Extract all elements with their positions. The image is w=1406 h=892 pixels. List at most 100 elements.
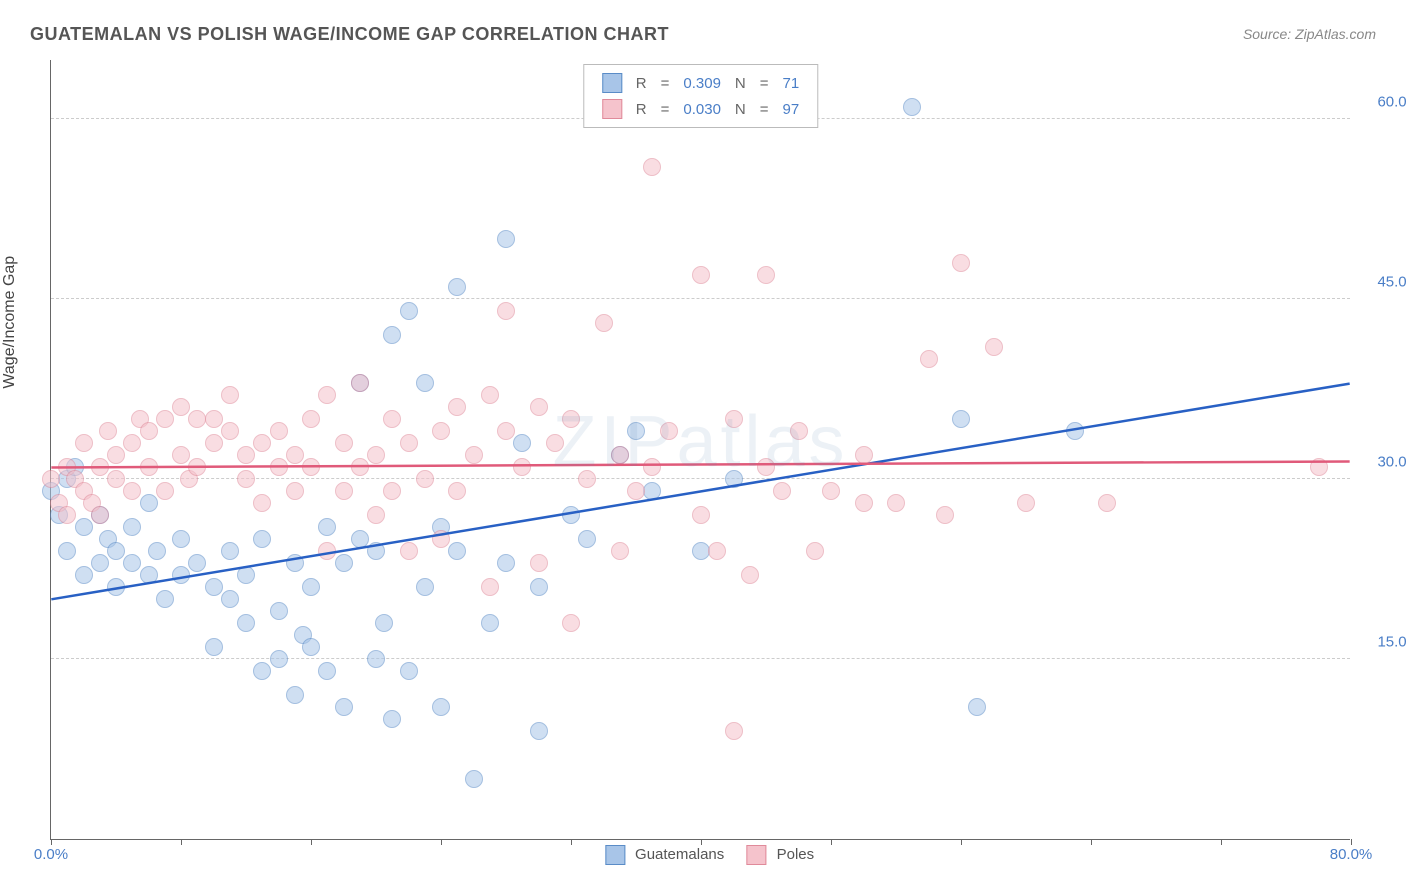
scatter-point bbox=[140, 494, 158, 512]
scatter-point bbox=[375, 614, 393, 632]
x-tick bbox=[961, 839, 962, 845]
scatter-point bbox=[205, 434, 223, 452]
scatter-point bbox=[432, 422, 450, 440]
scatter-point bbox=[497, 302, 515, 320]
scatter-point bbox=[448, 542, 466, 560]
scatter-point bbox=[367, 446, 385, 464]
scatter-point bbox=[627, 482, 645, 500]
scatter-point bbox=[302, 458, 320, 476]
scatter-point bbox=[692, 506, 710, 524]
swatch-guatemalans-bottom bbox=[605, 845, 625, 865]
scatter-point bbox=[692, 266, 710, 284]
scatter-point bbox=[335, 434, 353, 452]
scatter-point bbox=[465, 770, 483, 788]
scatter-point bbox=[448, 398, 466, 416]
scatter-point bbox=[270, 422, 288, 440]
scatter-point bbox=[1310, 458, 1328, 476]
scatter-point bbox=[383, 410, 401, 428]
scatter-point bbox=[822, 482, 840, 500]
scatter-point bbox=[643, 482, 661, 500]
x-tick bbox=[1091, 839, 1092, 845]
scatter-point bbox=[643, 458, 661, 476]
scatter-point bbox=[237, 614, 255, 632]
scatter-point bbox=[221, 590, 239, 608]
x-tick bbox=[701, 839, 702, 845]
scatter-point bbox=[400, 434, 418, 452]
n-label: N bbox=[729, 71, 752, 95]
scatter-point bbox=[188, 458, 206, 476]
scatter-point bbox=[367, 506, 385, 524]
x-tick bbox=[831, 839, 832, 845]
x-tick bbox=[1221, 839, 1222, 845]
scatter-point bbox=[725, 722, 743, 740]
swatch-poles-bottom bbox=[746, 845, 766, 865]
source-credit: Source: ZipAtlas.com bbox=[1243, 26, 1376, 42]
eq-sign: = bbox=[655, 97, 676, 121]
y-tick-label: 45.0% bbox=[1360, 274, 1406, 291]
scatter-point bbox=[172, 530, 190, 548]
scatter-point bbox=[237, 470, 255, 488]
scatter-point bbox=[383, 482, 401, 500]
scatter-point bbox=[253, 530, 271, 548]
scatter-point bbox=[237, 566, 255, 584]
scatter-point bbox=[123, 554, 141, 572]
scatter-point bbox=[725, 470, 743, 488]
scatter-point bbox=[595, 314, 613, 332]
swatch-guatemalans bbox=[602, 73, 622, 93]
scatter-point bbox=[448, 482, 466, 500]
scatter-point bbox=[286, 482, 304, 500]
y-axis-label: Wage/Income Gap bbox=[1, 256, 19, 389]
legend-label-guatemalans: Guatemalans bbox=[635, 846, 724, 863]
scatter-point bbox=[936, 506, 954, 524]
scatter-point bbox=[757, 266, 775, 284]
scatter-point bbox=[270, 650, 288, 668]
x-tick bbox=[311, 839, 312, 845]
scatter-point bbox=[123, 434, 141, 452]
scatter-point bbox=[270, 602, 288, 620]
scatter-point bbox=[968, 698, 986, 716]
scatter-point bbox=[985, 338, 1003, 356]
y-tick-label: 60.0% bbox=[1360, 94, 1406, 111]
scatter-point bbox=[107, 446, 125, 464]
scatter-point bbox=[286, 686, 304, 704]
scatter-point bbox=[91, 506, 109, 524]
scatter-point bbox=[172, 446, 190, 464]
y-tick-label: 30.0% bbox=[1360, 454, 1406, 471]
scatter-point bbox=[432, 530, 450, 548]
scatter-point bbox=[123, 518, 141, 536]
scatter-point bbox=[481, 386, 499, 404]
scatter-point bbox=[1066, 422, 1084, 440]
scatter-point bbox=[75, 434, 93, 452]
gridline-h bbox=[51, 658, 1350, 659]
eq-sign: = bbox=[754, 71, 775, 95]
scatter-point bbox=[416, 470, 434, 488]
scatter-point bbox=[107, 542, 125, 560]
eq-sign: = bbox=[754, 97, 775, 121]
scatter-point bbox=[887, 494, 905, 512]
scatter-point bbox=[530, 722, 548, 740]
scatter-point bbox=[99, 422, 117, 440]
scatter-point bbox=[952, 254, 970, 272]
scatter-point bbox=[757, 458, 775, 476]
scatter-point bbox=[643, 158, 661, 176]
scatter-point bbox=[806, 542, 824, 560]
chart-title: GUATEMALAN VS POLISH WAGE/INCOME GAP COR… bbox=[30, 24, 669, 45]
n-value-poles: 97 bbox=[777, 97, 806, 121]
n-label: N bbox=[729, 97, 752, 121]
scatter-point bbox=[156, 590, 174, 608]
scatter-point bbox=[156, 482, 174, 500]
legend-row-poles: R = 0.030 N = 97 bbox=[596, 97, 805, 121]
scatter-point bbox=[530, 554, 548, 572]
scatter-point bbox=[416, 578, 434, 596]
scatter-point bbox=[107, 578, 125, 596]
scatter-point bbox=[335, 698, 353, 716]
scatter-point bbox=[351, 458, 369, 476]
scatter-point bbox=[318, 542, 336, 560]
scatter-point bbox=[497, 554, 515, 572]
scatter-point bbox=[773, 482, 791, 500]
scatter-point bbox=[42, 470, 60, 488]
legend-series: Guatemalans Poles bbox=[587, 845, 814, 865]
scatter-point bbox=[58, 506, 76, 524]
scatter-point bbox=[286, 554, 304, 572]
scatter-point bbox=[578, 470, 596, 488]
